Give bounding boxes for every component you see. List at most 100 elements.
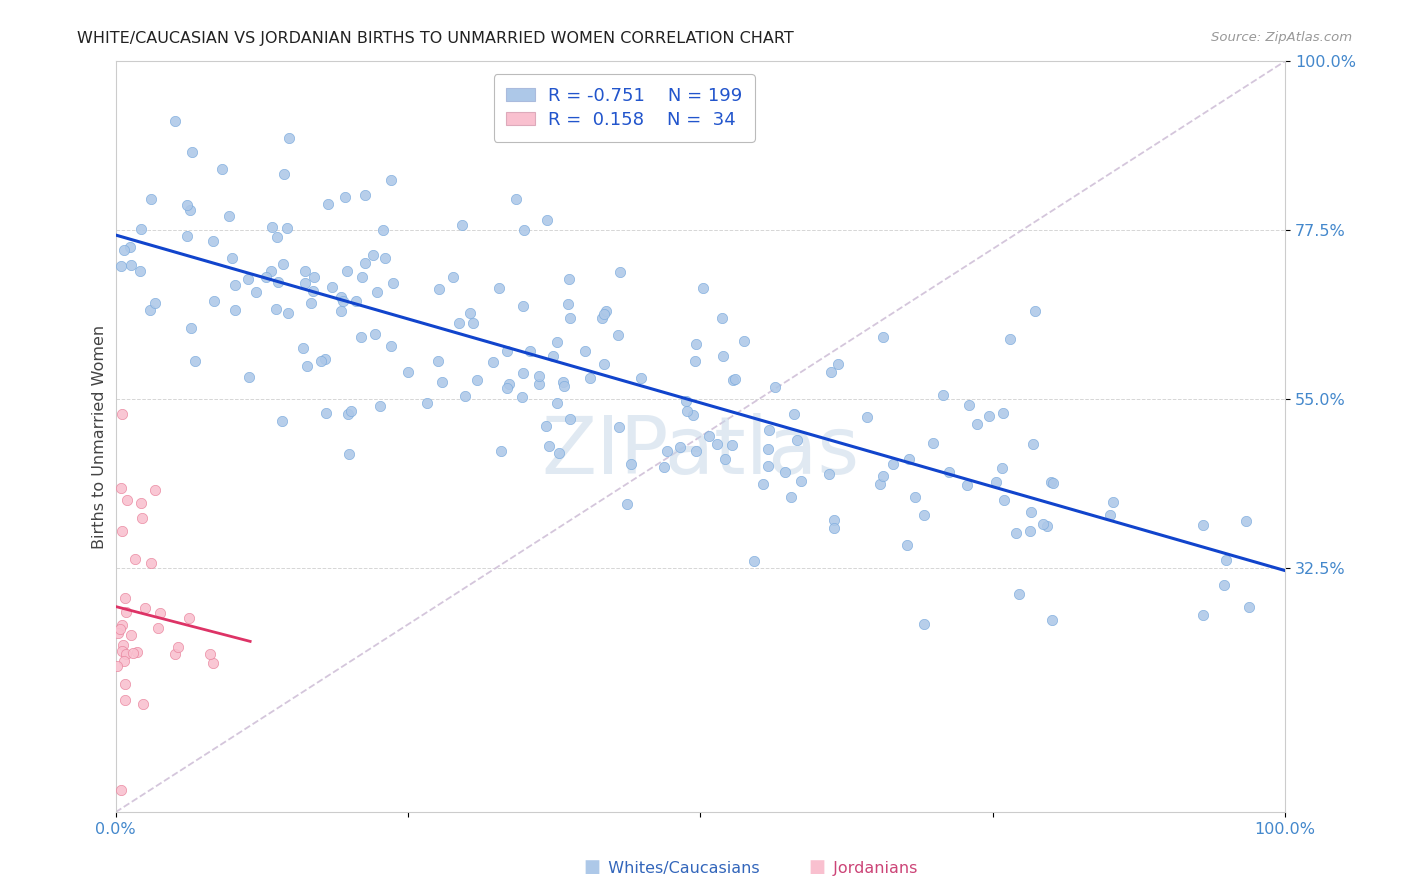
- Point: [495, 381, 517, 395]
- Point: [938, 465, 960, 479]
- Point: [198, 647, 221, 661]
- Point: [315, 406, 337, 420]
- Point: [538, 440, 561, 454]
- Point: [1036, 519, 1059, 533]
- Point: [527, 368, 550, 383]
- Point: [593, 307, 616, 321]
- Point: [139, 302, 162, 317]
- Point: [546, 396, 568, 410]
- Point: [143, 483, 166, 497]
- Point: [278, 131, 301, 145]
- Point: [427, 354, 450, 368]
- Point: [756, 442, 779, 456]
- Point: [724, 372, 747, 386]
- Point: [276, 221, 298, 235]
- Point: [898, 452, 921, 467]
- Point: [721, 438, 744, 452]
- Point: [706, 437, 728, 451]
- Point: [139, 557, 162, 571]
- Point: [337, 407, 360, 421]
- Point: [121, 647, 143, 661]
- Point: [118, 240, 141, 254]
- Point: [224, 277, 246, 292]
- Point: [131, 511, 153, 525]
- Point: [519, 344, 541, 359]
- Point: [381, 277, 404, 291]
- Point: [292, 342, 315, 356]
- Point: [416, 396, 439, 410]
- Point: [458, 306, 481, 320]
- Point: [337, 448, 360, 462]
- Point: [685, 444, 707, 458]
- Point: [112, 243, 135, 257]
- Point: [364, 326, 387, 341]
- Point: [1040, 613, 1063, 627]
- Point: [488, 281, 510, 295]
- Point: [141, 192, 163, 206]
- Point: [574, 343, 596, 358]
- Point: [202, 293, 225, 308]
- Text: WHITE/CAUCASIAN VS JORDANIAN BIRTHS TO UNMARRIED WOMEN CORRELATION CHART: WHITE/CAUCASIAN VS JORDANIAN BIRTHS TO U…: [77, 31, 794, 46]
- Point: [166, 640, 188, 654]
- Point: [266, 229, 288, 244]
- Point: [482, 355, 505, 369]
- Point: [790, 474, 813, 488]
- Point: [558, 411, 581, 425]
- Point: [558, 310, 581, 325]
- Point: [1022, 437, 1045, 451]
- Point: [984, 475, 1007, 489]
- Point: [991, 406, 1014, 420]
- Point: [655, 443, 678, 458]
- Point: [579, 371, 602, 385]
- Point: [1215, 552, 1237, 566]
- Point: [991, 461, 1014, 475]
- Point: [630, 371, 652, 385]
- Point: [201, 234, 224, 248]
- Point: [685, 337, 707, 351]
- Point: [236, 272, 259, 286]
- Text: Jordanians: Jordanians: [823, 861, 917, 876]
- Point: [330, 290, 353, 304]
- Text: Source: ZipAtlas.com: Source: ZipAtlas.com: [1212, 31, 1353, 45]
- Point: [827, 357, 849, 371]
- Point: [184, 354, 207, 368]
- Point: [295, 359, 318, 373]
- Point: [534, 419, 557, 434]
- Point: [181, 145, 204, 159]
- Point: [110, 623, 132, 637]
- Point: [129, 496, 152, 510]
- Point: [321, 280, 343, 294]
- Point: [124, 552, 146, 566]
- Point: [1024, 303, 1046, 318]
- Point: [676, 404, 699, 418]
- Point: [309, 353, 332, 368]
- Point: [201, 657, 224, 671]
- Point: [1040, 475, 1063, 489]
- Point: [557, 272, 579, 286]
- Point: [669, 440, 692, 454]
- Point: [616, 497, 638, 511]
- Point: [595, 304, 617, 318]
- Point: [245, 285, 267, 299]
- Point: [1101, 495, 1123, 509]
- Point: [111, 638, 134, 652]
- Point: [165, 647, 187, 661]
- Point: [266, 301, 288, 316]
- Point: [1234, 515, 1257, 529]
- Point: [957, 398, 980, 412]
- Point: [354, 188, 377, 202]
- Point: [553, 379, 575, 393]
- Point: [368, 399, 391, 413]
- Point: [820, 365, 842, 379]
- Point: [176, 197, 198, 211]
- Point: [620, 458, 643, 472]
- Point: [114, 591, 136, 605]
- Point: [314, 351, 336, 366]
- Point: [896, 538, 918, 552]
- Point: [350, 330, 373, 344]
- Point: [302, 284, 325, 298]
- Point: [304, 269, 326, 284]
- Text: ■: ■: [808, 858, 825, 876]
- Point: [125, 645, 148, 659]
- Point: [429, 282, 451, 296]
